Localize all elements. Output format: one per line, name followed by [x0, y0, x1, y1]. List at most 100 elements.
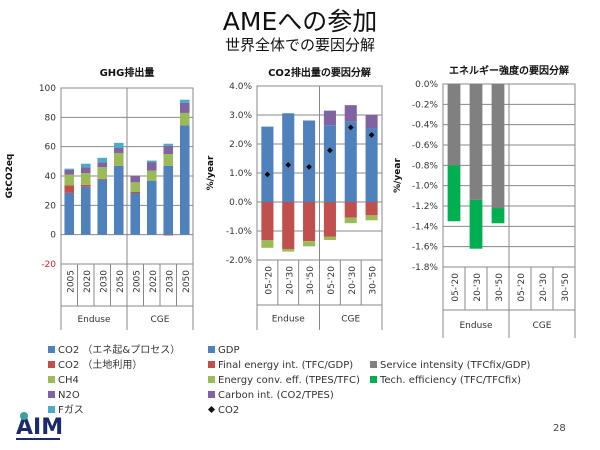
charts-area: GHG排出量 GtCO2eq 100 80 60 40 20 0 -20 2005 2020 2030…	[5, 64, 576, 338]
bar-segment	[469, 199, 483, 249]
x-tick-label: 20-'30	[285, 266, 295, 295]
x-tick-label: 30-'50	[369, 266, 379, 295]
y-tick-label: 60	[45, 143, 57, 153]
bar-segment	[163, 143, 174, 146]
bar-segment	[303, 202, 316, 242]
legend-swatch	[48, 346, 55, 353]
y-axis-label: %/year	[393, 158, 403, 193]
legend-label: Tech. efficiency (TFC/TFCfix)	[380, 375, 522, 386]
y-axis-label: %/year	[206, 155, 216, 190]
legend-swatch	[48, 376, 55, 383]
bar-segment	[146, 162, 157, 171]
chart-title: エネルギー強度の要因分解	[449, 64, 569, 77]
y-tick-label: 20	[45, 201, 57, 211]
bar-segment	[179, 112, 190, 126]
bar-segment	[146, 180, 157, 235]
bar-segment	[97, 179, 108, 235]
co2-marker	[306, 164, 312, 170]
y-tick-label: -2.0%	[226, 256, 253, 266]
x-tick-label: 20-'30	[473, 273, 483, 302]
bar-segment	[323, 236, 336, 240]
chart-title: GHG排出量	[100, 66, 155, 79]
bar-segment	[130, 175, 141, 183]
bar-segment	[469, 84, 483, 200]
bar-segment	[80, 186, 91, 235]
co2-marker	[368, 132, 375, 138]
x-tick-label: 2005	[66, 270, 76, 293]
y-tick-label: -0.4%	[412, 121, 439, 131]
legend-swatch	[208, 346, 215, 353]
legend-label: GDP	[218, 345, 240, 356]
legend-item: Fガス	[48, 403, 180, 418]
legend-item: Carbon int. (CO2/TPES)	[208, 388, 360, 403]
legend-item: Energy conv. eff. (TPES/TFC)	[208, 373, 360, 388]
bar-segment	[365, 128, 378, 202]
y-tick-label: -1.0%	[226, 227, 253, 237]
legend-label: CO2	[218, 405, 240, 416]
bar-segment	[97, 167, 108, 179]
slide-subtitle: 世界全体での要因分解	[224, 36, 375, 54]
legend-marker-diamond	[207, 405, 216, 414]
legend-swatch	[208, 376, 215, 383]
bar-segment	[113, 152, 124, 166]
group-label: Enduse	[459, 321, 492, 331]
page-number: 28	[553, 423, 566, 434]
legend-swatch	[48, 391, 55, 398]
y-tick-label: -20	[41, 260, 56, 270]
x-tick-label: 2050	[116, 270, 126, 293]
bar-segment	[113, 165, 124, 235]
legend-swatch	[208, 361, 215, 368]
legend-label: Fガス	[58, 405, 84, 416]
y-tick-label: -1.4%	[412, 222, 439, 232]
x-tick-label: 2020	[149, 270, 159, 293]
bar-segment	[80, 167, 91, 174]
bar-segment	[64, 192, 75, 235]
bar-segment	[163, 165, 174, 235]
legend-item: Service intensity (TFCfix/GDP)	[370, 358, 530, 373]
y-tick-label: 3.0%	[229, 111, 252, 121]
bar-segment	[323, 202, 336, 237]
chart-1: CO2排出量の要因分解 %/year 4.0% 3.0% 2.0% 1.0% 0.0% -1.…	[206, 66, 383, 330]
y-tick-label: 4.0%	[229, 82, 252, 92]
legend-label: Final energy int. (TFC/GDP)	[218, 360, 354, 371]
bar-segment	[261, 239, 274, 248]
bar-segment	[303, 120, 316, 202]
legend-intensity: Service intensity (TFCfix/GDP) Tech. eff…	[370, 358, 530, 388]
x-tick-label: 2030	[99, 270, 109, 293]
bar-segment	[163, 154, 174, 166]
bar-segment	[365, 202, 378, 216]
legend-swatch	[208, 391, 215, 398]
y-tick-label: 100	[39, 84, 56, 94]
y-tick-label: 0.0%	[415, 80, 438, 90]
bar-segment	[491, 84, 505, 209]
group-label: CGE	[151, 315, 170, 325]
bar-segment	[365, 115, 378, 129]
legend-label: Energy conv. eff. (TPES/TFC)	[218, 375, 360, 386]
bar-segment	[130, 182, 141, 192]
bar-segment	[344, 217, 357, 224]
x-tick-label: 20-'30	[348, 266, 358, 295]
co2-marker	[327, 147, 333, 154]
bar-segment	[130, 191, 141, 194]
y-tick-label: -1.6%	[412, 243, 439, 253]
bar-segment	[323, 125, 336, 202]
x-tick-label: 30-'50	[561, 273, 571, 302]
bar-segment	[179, 125, 190, 235]
y-tick-label: 40	[45, 172, 57, 182]
bar-segment	[303, 241, 316, 247]
bar-segment	[146, 170, 157, 181]
bar-segment	[130, 193, 141, 235]
aim-logo: AIM	[14, 410, 64, 444]
bar-segment	[282, 202, 295, 249]
bar-segment	[179, 102, 190, 113]
legend-co2: GDP Final energy int. (TFC/GDP) Energy c…	[207, 343, 360, 418]
y-tick-label: 0	[50, 231, 56, 241]
chart-title: CO2排出量の要因分解	[268, 66, 371, 79]
slide-title: AMEへの参加	[222, 7, 378, 36]
y-tick-label: 2.0%	[229, 140, 252, 150]
bar-segment	[146, 160, 157, 163]
bar-segment	[80, 184, 91, 187]
co2-marker	[285, 162, 292, 168]
legend-swatch	[370, 376, 377, 383]
